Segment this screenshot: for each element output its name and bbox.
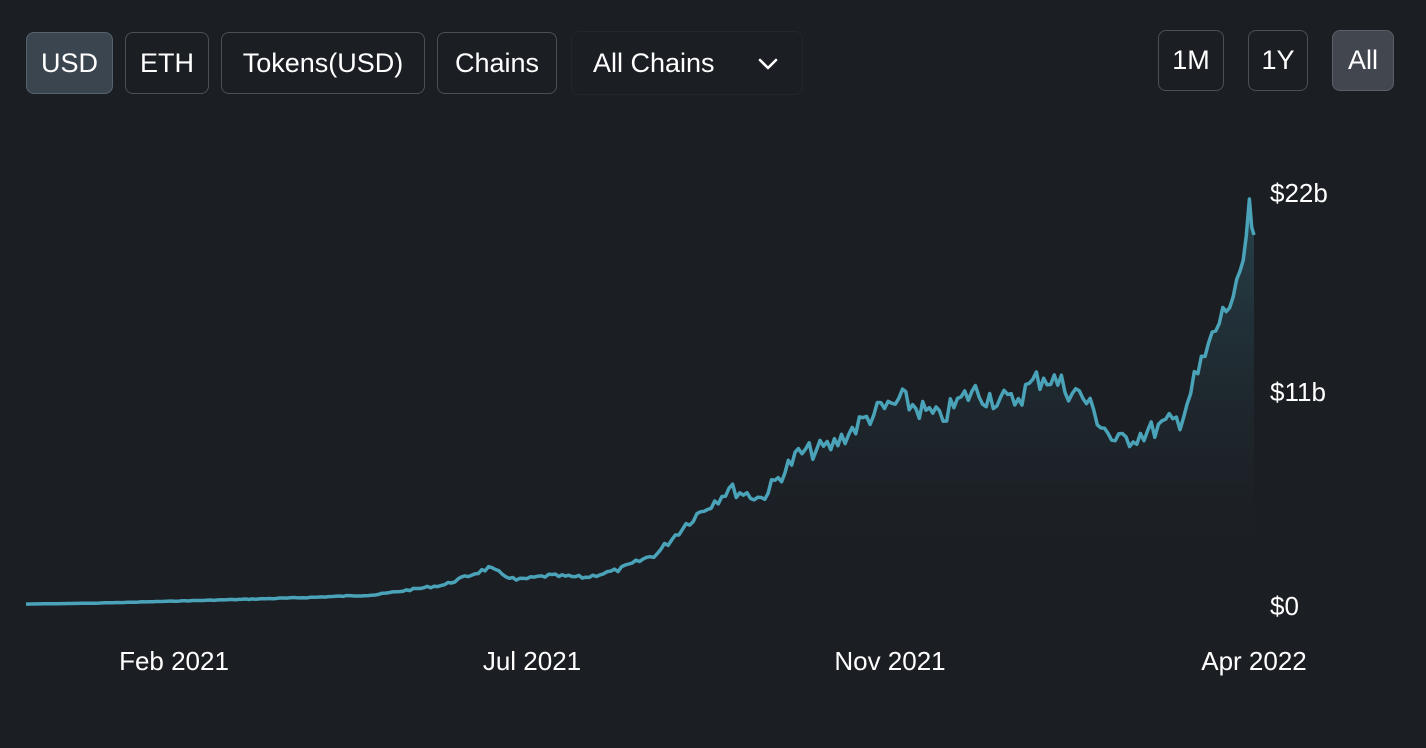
range-1m-button[interactable]: 1M bbox=[1158, 30, 1224, 91]
range-all-button[interactable]: All bbox=[1332, 30, 1394, 91]
range-1y-button[interactable]: 1Y bbox=[1248, 30, 1308, 91]
x-tick-label: Jul 2021 bbox=[483, 646, 581, 676]
chart-area-fill bbox=[26, 199, 1254, 605]
x-tick-label: Feb 2021 bbox=[119, 646, 229, 676]
chain-select-value: All Chains bbox=[593, 47, 715, 78]
tokens-usd-button[interactable]: Tokens(USD) bbox=[221, 32, 425, 94]
y-tick-label: $11b bbox=[1270, 377, 1326, 407]
chain-select[interactable]: All Chains bbox=[571, 31, 803, 95]
chains-button[interactable]: Chains bbox=[437, 32, 557, 94]
chevron-down-icon bbox=[758, 58, 778, 70]
x-tick-label: Apr 2022 bbox=[1201, 646, 1307, 676]
eth-button[interactable]: ETH bbox=[125, 32, 209, 94]
usd-button[interactable]: USD bbox=[26, 32, 113, 94]
chart-series-line bbox=[25, 197, 1256, 606]
y-tick-label: $0 bbox=[1270, 591, 1299, 621]
y-tick-label: $22b bbox=[1270, 178, 1328, 208]
x-tick-label: Nov 2021 bbox=[834, 646, 945, 676]
